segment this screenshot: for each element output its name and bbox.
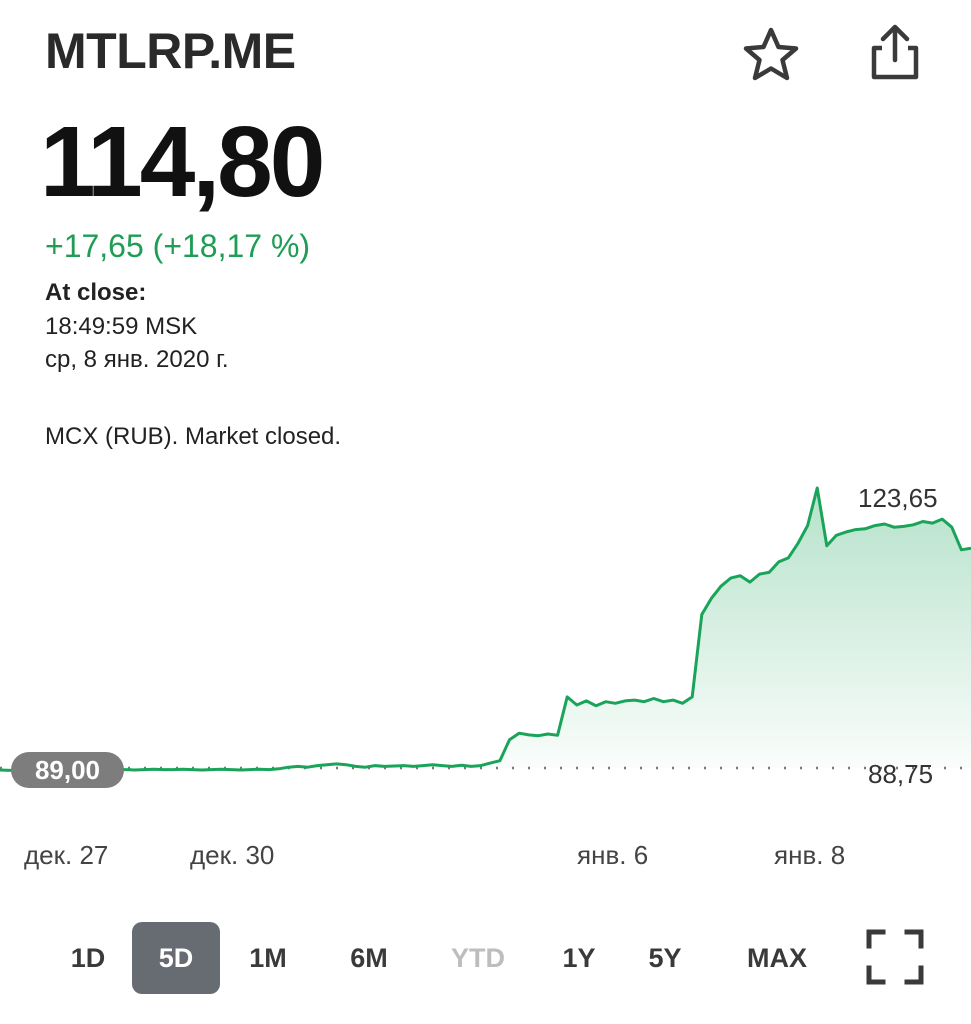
ticker-title: MTLRP.ME bbox=[45, 23, 296, 79]
close-date: ср, 8 янв. 2020 г. bbox=[45, 346, 229, 373]
price-area bbox=[0, 488, 971, 771]
share-icon[interactable] bbox=[866, 22, 924, 82]
fullscreen-icon[interactable] bbox=[865, 928, 925, 986]
price-change: +17,65 (+18,17 %) bbox=[45, 228, 311, 264]
x-tick-label: янв. 6 bbox=[577, 840, 649, 870]
range-selector: 1D 5D 1M 6M YTD 1Y 5Y MAX bbox=[0, 918, 971, 998]
x-tick-label: дек. 30 bbox=[190, 840, 275, 870]
range-5d-button[interactable]: 5D bbox=[132, 922, 220, 994]
price-chart[interactable] bbox=[0, 470, 971, 810]
close-label: At close: bbox=[45, 279, 147, 306]
market-status: MCX (RUB). Market closed. bbox=[45, 423, 342, 450]
range-1m-button[interactable]: 1M bbox=[249, 942, 287, 973]
range-1y-button[interactable]: 1Y bbox=[562, 942, 596, 973]
close-time: 18:49:59 MSK bbox=[45, 313, 198, 340]
x-tick-label: дек. 27 bbox=[24, 840, 109, 870]
current-price: 114,80 bbox=[40, 106, 325, 218]
star-icon[interactable] bbox=[740, 26, 802, 84]
price-line bbox=[0, 486, 971, 772]
range-ytd-button[interactable]: YTD bbox=[451, 942, 505, 973]
chart-low-label: 88,75 bbox=[868, 759, 934, 789]
range-1d-button[interactable]: 1D bbox=[70, 942, 106, 973]
range-6m-button[interactable]: 6M bbox=[350, 942, 388, 973]
x-tick-label: янв. 8 bbox=[774, 840, 846, 870]
range-max-button[interactable]: MAX bbox=[747, 942, 807, 973]
chart-high-label: 123,65 bbox=[858, 483, 938, 513]
previous-close-badge: 89,00 bbox=[11, 752, 124, 788]
range-5y-button[interactable]: 5Y bbox=[648, 942, 682, 973]
